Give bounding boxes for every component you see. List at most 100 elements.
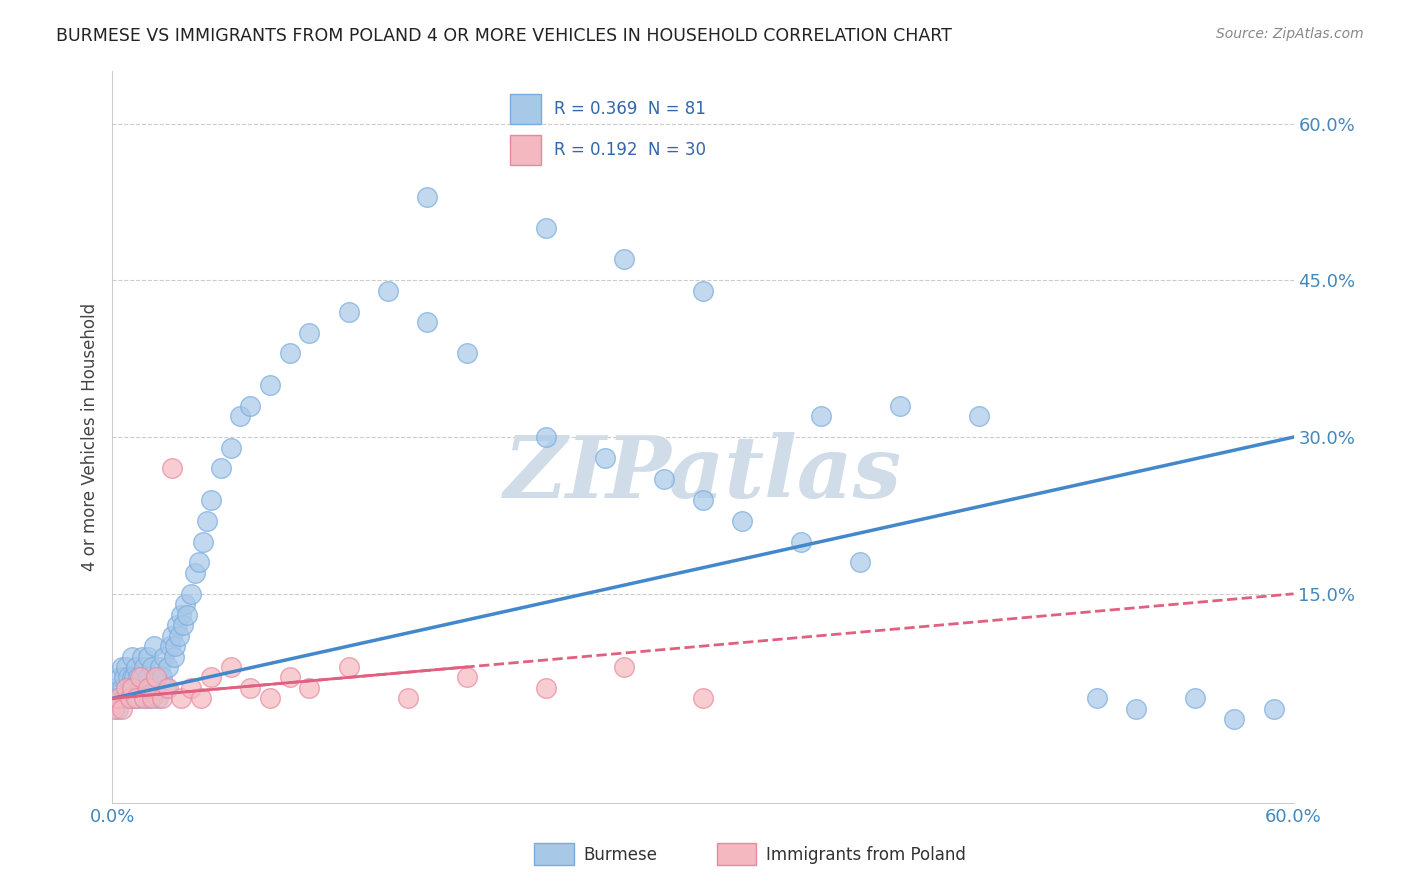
Text: Burmese: Burmese xyxy=(583,846,658,863)
Point xyxy=(156,681,179,695)
Point xyxy=(149,660,172,674)
Point xyxy=(120,691,142,706)
Point xyxy=(416,315,439,329)
Point xyxy=(121,649,143,664)
Point xyxy=(165,639,187,653)
Point xyxy=(593,450,616,465)
Point xyxy=(188,556,211,570)
Point xyxy=(141,660,163,674)
Point xyxy=(107,691,129,706)
Point xyxy=(155,681,177,695)
Point xyxy=(259,691,281,706)
Point xyxy=(127,691,149,706)
Point xyxy=(107,702,129,716)
Point xyxy=(141,681,163,695)
Y-axis label: 4 or more Vehicles in Household: 4 or more Vehicles in Household xyxy=(80,303,98,571)
Point xyxy=(278,346,301,360)
Point xyxy=(200,670,222,684)
Point xyxy=(810,409,832,424)
Point xyxy=(145,670,167,684)
Point xyxy=(111,660,134,674)
Point xyxy=(190,691,212,706)
Point xyxy=(170,607,193,622)
Point xyxy=(219,441,242,455)
Point xyxy=(115,660,138,674)
Point xyxy=(849,556,872,570)
Point xyxy=(125,691,148,706)
Point xyxy=(142,639,165,653)
Point xyxy=(1263,702,1285,716)
Point xyxy=(195,514,218,528)
Point xyxy=(117,670,139,684)
Point xyxy=(396,691,419,706)
Point xyxy=(191,534,214,549)
Point xyxy=(239,681,262,695)
Point xyxy=(122,691,145,706)
Point xyxy=(613,252,636,267)
Point xyxy=(239,399,262,413)
Point xyxy=(125,660,148,674)
Point xyxy=(141,691,163,706)
Point xyxy=(152,649,174,664)
Point xyxy=(131,649,153,664)
Point xyxy=(120,691,142,706)
Point xyxy=(131,670,153,684)
Point xyxy=(1184,691,1206,706)
Point xyxy=(125,681,148,695)
Point xyxy=(160,461,183,475)
Point xyxy=(132,660,155,674)
Point xyxy=(219,660,242,674)
Point xyxy=(692,284,714,298)
Point xyxy=(889,399,911,413)
Point xyxy=(136,670,159,684)
Point xyxy=(174,597,197,611)
Point xyxy=(132,691,155,706)
Point xyxy=(103,702,125,716)
Text: Source: ZipAtlas.com: Source: ZipAtlas.com xyxy=(1216,27,1364,41)
Point xyxy=(111,681,134,695)
Point xyxy=(160,629,183,643)
Point xyxy=(110,670,132,684)
Point xyxy=(112,670,135,684)
Point xyxy=(967,409,990,424)
Point xyxy=(115,681,138,695)
Point xyxy=(337,660,360,674)
Point xyxy=(652,472,675,486)
Point xyxy=(278,670,301,684)
Point xyxy=(169,629,191,643)
Point xyxy=(298,326,321,340)
Point xyxy=(127,670,149,684)
Point xyxy=(259,377,281,392)
Text: ZIPatlas: ZIPatlas xyxy=(503,432,903,516)
Point xyxy=(298,681,321,695)
Text: BURMESE VS IMMIGRANTS FROM POLAND 4 OR MORE VEHICLES IN HOUSEHOLD CORRELATION CH: BURMESE VS IMMIGRANTS FROM POLAND 4 OR M… xyxy=(56,27,952,45)
Point xyxy=(456,346,478,360)
Point xyxy=(613,660,636,674)
Point xyxy=(150,691,173,706)
Point xyxy=(534,221,557,235)
Point xyxy=(1085,691,1108,706)
Point xyxy=(200,492,222,507)
Point xyxy=(456,670,478,684)
Point xyxy=(145,670,167,684)
Point xyxy=(110,691,132,706)
Point xyxy=(337,304,360,318)
Point xyxy=(117,691,139,706)
Point xyxy=(129,681,152,695)
Point xyxy=(150,670,173,684)
Point xyxy=(121,670,143,684)
Point xyxy=(229,409,252,424)
Point xyxy=(120,681,142,695)
Point xyxy=(209,461,232,475)
Point xyxy=(129,670,152,684)
Point xyxy=(156,660,179,674)
Point xyxy=(1125,702,1147,716)
Point xyxy=(170,691,193,706)
Point xyxy=(166,618,188,632)
Point xyxy=(1223,712,1246,726)
Point xyxy=(111,702,134,716)
Point xyxy=(731,514,754,528)
Point xyxy=(534,430,557,444)
Point xyxy=(180,587,202,601)
Point xyxy=(121,681,143,695)
